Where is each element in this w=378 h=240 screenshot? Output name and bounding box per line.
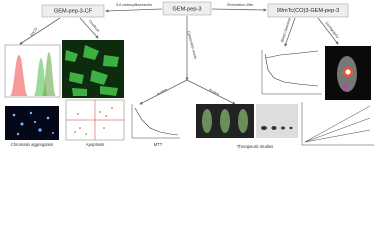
edge-label: 5,6 carboxyfluorescein [116, 3, 152, 7]
node-label: GEM-pep-3 [173, 6, 202, 12]
edge-label: In-vitro [156, 88, 168, 97]
panel-caption: MTT [154, 142, 163, 147]
arrow [211, 8, 267, 12]
edge-label: Confocal [88, 19, 100, 33]
edge-label: FACS [30, 27, 39, 37]
node-box [162, 1, 212, 16]
facs-panel [4, 44, 61, 98]
panel-caption: Chromatin aggregation [11, 142, 54, 147]
edge-label: Blood clearance [280, 17, 292, 43]
arrow [105, 8, 163, 13]
node-label: 99mTc(CO)3-GEM-pep-3 [277, 8, 339, 14]
arrow [79, 17, 99, 39]
graphical-abstract: GEM-pep-3 GEM-pep-3-CF 99mTc(CO)3-GEM-pe… [4, 1, 374, 149]
chromatin-panel [5, 106, 59, 140]
node-box [267, 3, 349, 18]
confocal-panel [62, 40, 124, 98]
edge-label: Technetium-99m [227, 3, 254, 7]
scintigraphy-panel [325, 46, 371, 100]
arrow [139, 79, 188, 105]
therapeutic-panel [196, 102, 374, 146]
edge-label: In-vivo [208, 88, 219, 97]
panel-caption: Apoptosis [86, 142, 104, 147]
arrow [284, 17, 296, 47]
blood-clearance-panel [261, 50, 322, 95]
mtt-panel [131, 104, 180, 139]
edge-label: Cytotoxicity assay [186, 31, 197, 60]
apoptosis-panel [65, 99, 125, 141]
arrow [19, 17, 61, 45]
arrow [317, 17, 339, 45]
arrow [186, 79, 236, 105]
node-box [41, 4, 105, 18]
panel-caption: Therapeutic studies [237, 144, 274, 149]
node-label: GEM-pep-3-CF [54, 8, 93, 14]
